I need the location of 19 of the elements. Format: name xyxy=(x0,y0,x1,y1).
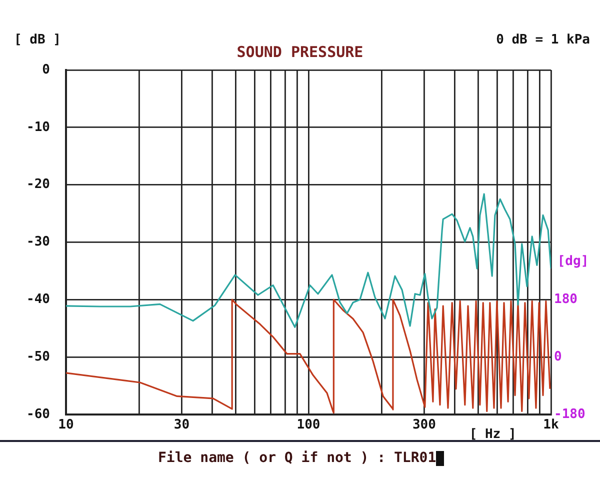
y-tick-label: -40 xyxy=(26,292,50,307)
text: 0 dB = 1 kPa xyxy=(496,32,590,48)
x-tick-label: 10 xyxy=(58,418,74,433)
y-tick-label: -30 xyxy=(26,234,50,250)
y-tick-label: -10 xyxy=(26,120,50,135)
x-tick-label: 100 xyxy=(296,418,320,433)
y-tick-label: -60 xyxy=(26,406,50,422)
x-axis-title: [ Hz ] xyxy=(469,426,516,442)
x-tick-label: 300 xyxy=(412,418,436,433)
y-axis-title: [ dB ] xyxy=(14,32,61,48)
y-tick-label: 0 xyxy=(42,62,50,78)
y-tick-label: -50 xyxy=(26,349,50,364)
chart-title: SOUND PRESSURE xyxy=(236,42,364,61)
y-tick-label: -20 xyxy=(26,177,50,192)
x-tick-label: 30 xyxy=(174,418,190,433)
y2-tick-label: 0 xyxy=(554,349,562,364)
text: File name ( or Q if not ) : TLR01 xyxy=(158,450,436,466)
y2-axis-title: [dg] xyxy=(557,254,589,269)
y2-tick-label: 180 xyxy=(554,292,578,307)
